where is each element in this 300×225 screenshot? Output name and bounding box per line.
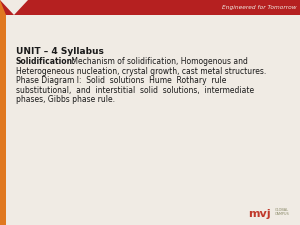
Text: Phase Diagram I:  Solid  solutions  Hume  Rothary  rule: Phase Diagram I: Solid solutions Hume Ro… <box>16 76 226 85</box>
Text: Heterogeneous nucleation, crystal growth, cast metal structures.: Heterogeneous nucleation, crystal growth… <box>16 67 266 76</box>
FancyBboxPatch shape <box>0 0 300 15</box>
Text: UNIT – 4 Syllabus: UNIT – 4 Syllabus <box>16 47 104 56</box>
Text: phases, Gibbs phase rule.: phases, Gibbs phase rule. <box>16 95 115 104</box>
Polygon shape <box>0 0 6 15</box>
Text: GLOBAL
CAMPUS: GLOBAL CAMPUS <box>275 208 290 216</box>
Polygon shape <box>0 0 28 15</box>
Text: Engineered for Tomorrow: Engineered for Tomorrow <box>221 5 296 10</box>
Text: Mechanism of solidification, Homogenous and: Mechanism of solidification, Homogenous … <box>69 57 248 66</box>
Text: Solidification:: Solidification: <box>16 57 76 66</box>
Text: mvj: mvj <box>248 209 271 219</box>
Text: substitutional,  and  interstitial  solid  solutions,  intermediate: substitutional, and interstitial solid s… <box>16 86 254 94</box>
FancyBboxPatch shape <box>0 15 6 225</box>
